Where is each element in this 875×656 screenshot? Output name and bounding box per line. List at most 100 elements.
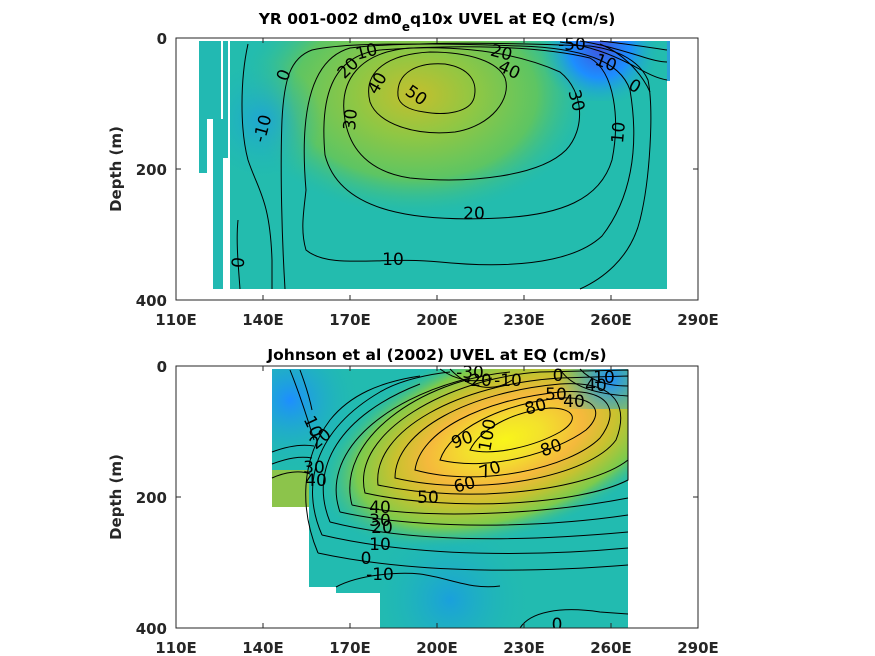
xtick-label: 260E [590, 311, 632, 329]
clabel-obs-7: 40 [563, 392, 585, 412]
xtick-label: 110E [155, 639, 197, 656]
ytick-label: 200 [136, 489, 167, 507]
coast-strip-3 [213, 119, 223, 289]
contour-obs-30 [335, 377, 629, 526]
contour-obs-east-0 [559, 368, 629, 397]
contour-model-0-sw [236, 219, 241, 290]
clabel-model-5: 30 [340, 108, 362, 131]
contour-obs-70 [394, 383, 622, 487]
ylabel-observed: Depth (m) [107, 454, 125, 540]
xtick-label: 110E [155, 311, 197, 329]
title-observed: Johnson et al (2002) UVEL at EQ (cm/s) [266, 346, 606, 364]
svg-text:Johnson et al (2002) UVEL at E: Johnson et al (2002) UVEL at EQ (cm/s) [266, 346, 606, 364]
xtick-label: 140E [242, 311, 284, 329]
xtick-label: 290E [677, 311, 719, 329]
clabel-obs-21: 20 [371, 518, 393, 538]
contour-obs-0 [305, 375, 629, 571]
plot-area-observed: -30 -20 -10 0 10 50 40 40 10 20 30 40 90… [271, 363, 629, 635]
xtick-label: 230E [503, 311, 545, 329]
contour-model-20 [323, 46, 617, 220]
contour-obs-80 [414, 391, 611, 478]
xtick-label: 200E [416, 311, 458, 329]
contour-model-40 [368, 51, 507, 134]
ytick-label: 0 [157, 30, 167, 48]
plot-area-model: 0 -10 0 10 20 30 40 50 -50 10 0 20 40 30… [199, 35, 670, 290]
contour-obs-m20 [449, 368, 513, 388]
contour-model-50 [397, 63, 476, 114]
clabel-obs-11: 40 [305, 471, 327, 491]
clabel-obs-22: 10 [369, 535, 391, 555]
clabel-obs-6: 40 [585, 376, 607, 396]
contour-obs-east-10 [579, 368, 629, 387]
contour-model-0 [280, 42, 652, 290]
coast-strip-4 [223, 41, 228, 158]
clabel-model-2: 0 [229, 256, 250, 269]
contour-obs-m30 [439, 368, 493, 382]
coast-strip-1 [199, 41, 207, 173]
clabel-obs-25: 0 [552, 615, 563, 635]
ticks-model [175, 37, 699, 301]
contour-model-m20-east [579, 40, 668, 63]
contour-lines-model [236, 40, 668, 290]
contour-obs-100 [469, 407, 573, 453]
clabel-obs-24: -10 [366, 565, 394, 585]
contour-model-m30-east [599, 40, 668, 51]
ytick-label: 400 [136, 292, 167, 310]
field-deep-observed [380, 540, 580, 628]
xtick-label: 230E [503, 639, 545, 656]
xtick-label: 200E [416, 639, 458, 656]
panel-observed: Johnson et al (2002) UVEL at EQ (cm/s) [107, 346, 719, 656]
contour-obs-west-20 [271, 444, 315, 453]
clabel-model-15: 20 [463, 204, 485, 224]
contour-model-m10-west [241, 43, 273, 289]
svg-text:YR 001-002 dm0eq10x UVEL at EQ: YR 001-002 dm0eq10x UVEL at EQ (cm/s) [258, 10, 616, 34]
title-model: YR 001-002 dm0eq10x UVEL at EQ (cm/s) [258, 10, 616, 34]
contour-obs-m20-west [299, 369, 313, 411]
clabel-model-16: 10 [382, 250, 404, 270]
contour-lines-observed [271, 368, 629, 628]
ytick-label: 400 [136, 620, 167, 638]
contour-obs-90 [439, 397, 597, 465]
xtick-label: 290E [677, 639, 719, 656]
clabel-model-8: -50 [558, 35, 586, 55]
ylabel-model: Depth (m) [107, 126, 125, 212]
contour-model-m10-east [559, 41, 668, 81]
contour-obs-m10-west [289, 369, 315, 441]
contour-obs-50 [363, 369, 629, 505]
contour-obs-0-deep [519, 609, 629, 628]
clabel-obs-3: 0 [553, 366, 564, 386]
clabel-obs-4: 10 [593, 368, 615, 388]
clabel-obs-18: 50 [417, 488, 439, 508]
clabel-obs-19: 40 [369, 498, 391, 518]
ytick-label: 200 [136, 161, 167, 179]
field-sw-yellow [272, 470, 309, 507]
east-edge-strip [667, 41, 670, 81]
clabel-obs-23: 0 [361, 549, 372, 569]
clabel-obs-2: -10 [494, 371, 522, 391]
xtick-label: 260E [590, 639, 632, 656]
ticks-observed [175, 365, 699, 629]
clabel-obs-0: -30 [456, 363, 484, 383]
xtick-label: 170E [329, 639, 371, 656]
clabel-obs-5: 50 [545, 385, 567, 405]
contour-model-10 [302, 43, 635, 266]
contour-obs-west-40 [271, 471, 311, 479]
ytick-label: 0 [157, 358, 167, 376]
clabel-obs-1: -20 [464, 371, 492, 391]
clabel-obs-20: 30 [369, 511, 391, 531]
contour-obs-m10 [335, 572, 501, 588]
clabel-model-14: 10 [608, 121, 630, 144]
panel-model: YR 001-002 dm0eq10x UVEL at EQ (cm/s) [107, 10, 719, 329]
clabel-obs-10: 30 [303, 458, 325, 478]
xtick-label: 140E [242, 639, 284, 656]
contour-obs-40 [349, 371, 629, 515]
contour-obs-west-30 [271, 456, 313, 465]
contour-obs-10 [312, 371, 629, 554]
coast-strip-2 [207, 41, 221, 119]
contour-model-30 [343, 47, 580, 181]
xtick-label: 170E [329, 311, 371, 329]
contour-obs-20 [322, 383, 629, 540]
